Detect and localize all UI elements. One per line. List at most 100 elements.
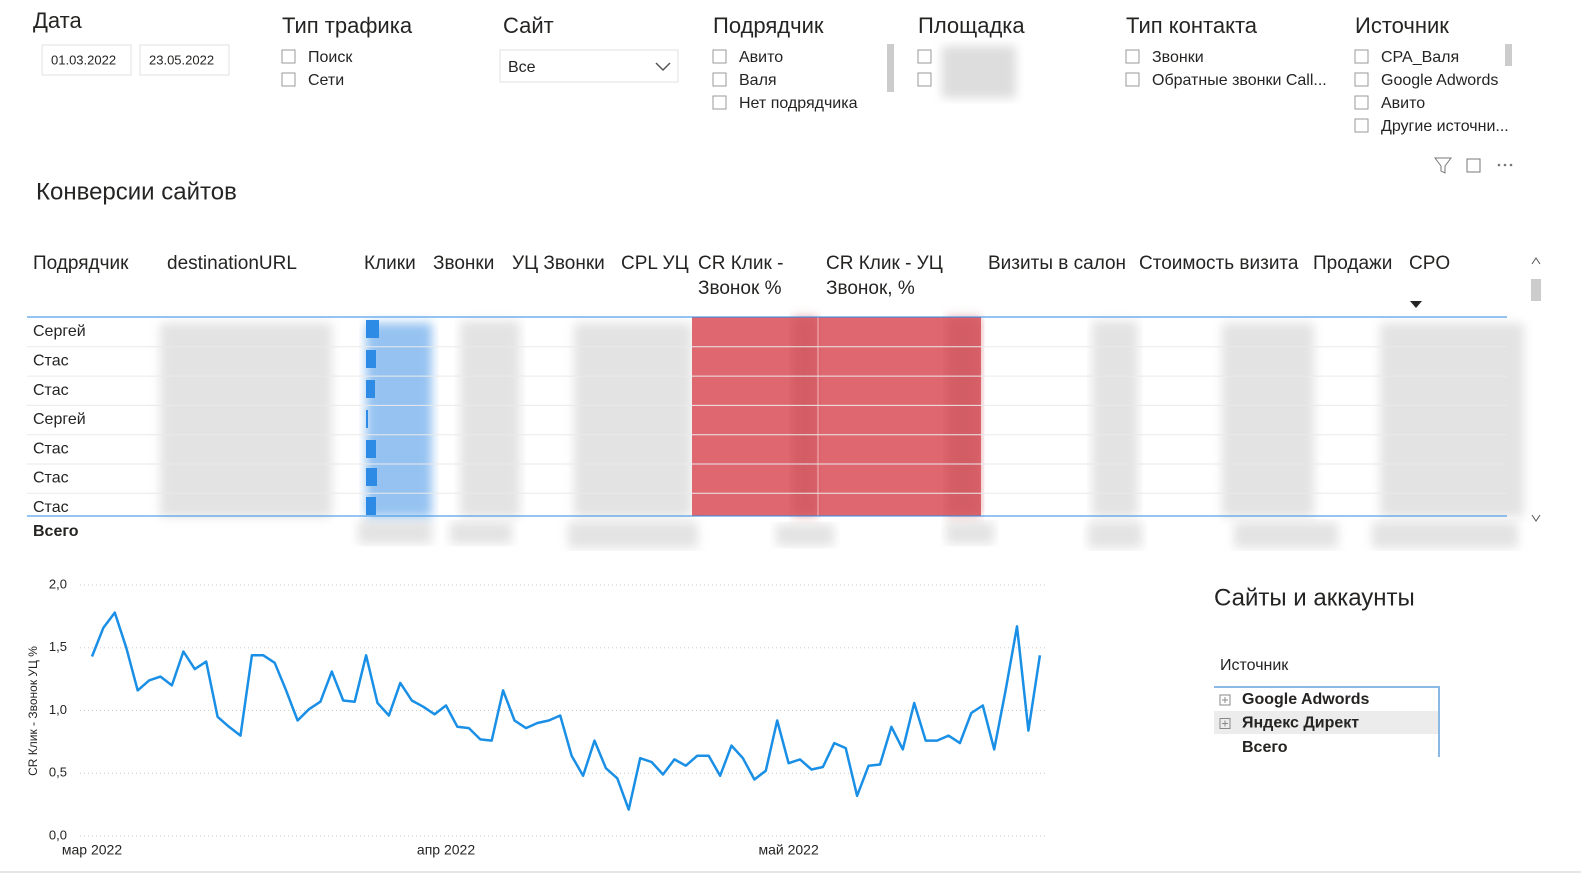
row-label: Стас	[33, 353, 69, 370]
column-header[interactable]: Клики	[364, 253, 416, 274]
y-tick-label: 2,0	[49, 576, 67, 591]
total-label: Всего	[33, 523, 79, 540]
data-bar	[366, 350, 376, 368]
scroll-up[interactable]	[1531, 257, 1541, 265]
blurred-cell	[460, 321, 520, 517]
dropdown[interactable]	[499, 49, 679, 83]
slicer-item: Нет подрядчика	[739, 95, 858, 112]
slicer-item: Другие источни...	[1381, 118, 1509, 135]
date-input[interactable]	[41, 44, 132, 76]
row-label: Сергей	[33, 411, 86, 428]
row-label: Сергей	[33, 323, 86, 340]
column-header[interactable]: CPL УЦ	[621, 253, 689, 274]
column-header[interactable]: CPO	[1409, 253, 1451, 274]
row-label: Стас	[33, 470, 69, 487]
checkbox[interactable]	[1125, 49, 1140, 64]
row-label: Стас	[33, 382, 69, 399]
row-bg	[1214, 711, 1438, 734]
slicer-title: Дата	[33, 8, 82, 33]
checkbox[interactable]	[1354, 49, 1369, 64]
checkbox[interactable]	[1354, 118, 1369, 133]
data-line	[90, 611, 1042, 811]
checkbox[interactable]	[281, 49, 296, 64]
date-input[interactable]	[139, 44, 230, 76]
column-header[interactable]: Визиты в салон	[988, 253, 1127, 274]
blurred-cell	[946, 522, 994, 544]
data-bar	[366, 497, 376, 515]
blurred-cell	[358, 520, 432, 544]
column-header[interactable]: Стоимость визита	[1139, 253, 1299, 274]
blurred-cell	[1088, 522, 1142, 548]
checkbox[interactable]	[917, 49, 932, 64]
column-header[interactable]: Звонки	[433, 253, 495, 274]
blurred-cell	[1092, 321, 1138, 517]
column-header[interactable]: Подрядчик	[33, 253, 129, 274]
x-tick-label: мар 2022	[62, 842, 122, 858]
scroll-down[interactable]	[1531, 514, 1541, 522]
checkbox[interactable]	[281, 72, 296, 87]
y-tick-label: 1,0	[49, 702, 67, 717]
checkbox[interactable]	[712, 95, 727, 110]
y-tick-label: 0,0	[49, 827, 67, 842]
more-icon[interactable]	[1497, 163, 1501, 167]
date-from: 01.03.2022	[51, 52, 116, 67]
scrollbar	[887, 44, 894, 92]
checkbox[interactable]	[712, 49, 727, 64]
column-header[interactable]: CR Клик - УЦ Звонок, %	[826, 253, 943, 299]
slicer-title: Подрядчик	[713, 13, 824, 38]
row-label: Стас	[33, 440, 69, 457]
column-header[interactable]: CR Клик - Звонок %	[698, 253, 784, 299]
data-bar	[366, 468, 377, 486]
scrollbar	[1505, 44, 1512, 66]
checkbox[interactable]	[1354, 95, 1369, 110]
slicer-item: Обратные звонки Call...	[1152, 72, 1327, 89]
row-label: Стас	[33, 499, 69, 516]
slicer-item: Сети	[308, 72, 344, 89]
blurred-cell	[160, 323, 332, 517]
focus-icon[interactable]	[1466, 158, 1481, 173]
x-tick-label: апр 2022	[417, 842, 475, 858]
data-bar	[366, 380, 375, 398]
tree-total: Всего	[1242, 739, 1288, 756]
sort-arrow	[1410, 301, 1422, 308]
blurred-item	[942, 46, 1016, 98]
expand-icon[interactable]	[1219, 694, 1231, 706]
data-bar	[366, 410, 368, 428]
x-tick-label: май 2022	[758, 842, 818, 858]
slicer-item: CPA_Валя	[1381, 49, 1459, 66]
slicer-title: Площадка	[918, 13, 1025, 38]
tree-row: Google Adwords	[1242, 691, 1370, 708]
blurred-cell	[574, 323, 692, 517]
checkbox[interactable]	[712, 72, 727, 87]
column-header[interactable]: destinationURL	[167, 253, 297, 274]
blurred-cell	[450, 522, 512, 544]
expand-plus	[1222, 697, 1228, 703]
slicer-item: Валя	[739, 72, 777, 89]
expand-plus	[1222, 720, 1228, 727]
tree-title: Сайты и аккаунты	[1214, 584, 1415, 611]
more-icon[interactable]	[1503, 163, 1507, 167]
chevron	[655, 62, 671, 72]
checkbox[interactable]	[1354, 72, 1369, 87]
blurred-cell	[1380, 323, 1524, 517]
y-tick-label: 1,5	[49, 639, 67, 654]
column-header[interactable]: Продажи	[1313, 253, 1393, 274]
column-header[interactable]: УЦ Звонки	[512, 253, 605, 274]
checkbox[interactable]	[917, 72, 932, 87]
blurred-cell	[568, 522, 698, 548]
scroll-thumb[interactable]	[1531, 279, 1541, 301]
blurred-cell	[1234, 522, 1338, 548]
filter-icon[interactable]	[1434, 157, 1452, 174]
more-icon[interactable]	[1509, 163, 1513, 167]
table-title: Конверсии сайтов	[36, 178, 237, 205]
y-tick-label: 0,5	[49, 765, 67, 780]
y-axis-title: CR Клик - Звонок УЦ %	[26, 646, 40, 776]
date-to: 23.05.2022	[149, 52, 214, 67]
expand-icon[interactable]	[1219, 718, 1231, 729]
blurred-cell	[1222, 323, 1314, 517]
checkbox[interactable]	[1125, 72, 1140, 87]
highlight-block	[692, 317, 981, 516]
slicer-title: Сайт	[503, 13, 554, 38]
